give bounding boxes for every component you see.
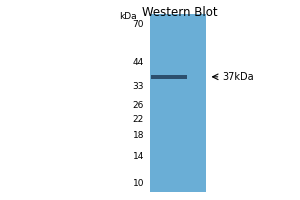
Text: 14: 14 xyxy=(133,152,144,161)
Bar xyxy=(150,14,206,192)
Text: 26: 26 xyxy=(133,101,144,110)
Text: 33: 33 xyxy=(133,82,144,91)
Text: 18: 18 xyxy=(133,131,144,140)
Text: kDa: kDa xyxy=(119,12,136,21)
Text: 10: 10 xyxy=(133,179,144,188)
Bar xyxy=(152,75,188,79)
Text: Western Blot: Western Blot xyxy=(142,6,218,19)
Text: 70: 70 xyxy=(133,20,144,29)
Text: 44: 44 xyxy=(133,58,144,67)
Text: 22: 22 xyxy=(133,115,144,124)
Text: 37kDa: 37kDa xyxy=(222,72,254,82)
